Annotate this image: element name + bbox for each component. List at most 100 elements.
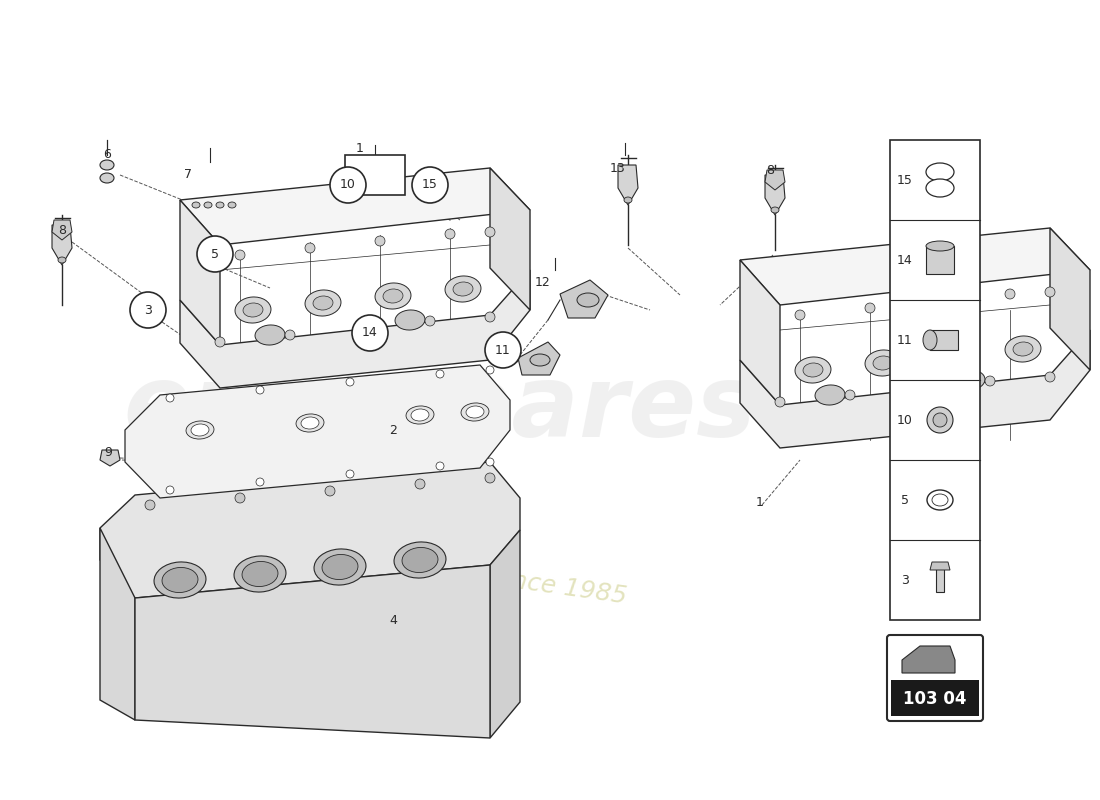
Ellipse shape [58, 257, 66, 263]
Text: 6: 6 [103, 149, 111, 162]
Polygon shape [100, 528, 135, 720]
FancyBboxPatch shape [887, 635, 983, 721]
Polygon shape [180, 168, 530, 245]
Text: 11: 11 [898, 334, 913, 346]
Ellipse shape [204, 202, 212, 208]
Polygon shape [345, 155, 405, 195]
Circle shape [166, 394, 174, 402]
Text: 2: 2 [389, 423, 397, 437]
Text: 10: 10 [340, 178, 356, 191]
Circle shape [412, 167, 448, 203]
Polygon shape [125, 365, 510, 498]
Circle shape [485, 473, 495, 483]
Bar [891, 680, 979, 716]
Text: 15: 15 [422, 178, 438, 191]
Text: 1: 1 [756, 495, 763, 509]
Circle shape [256, 386, 264, 394]
Ellipse shape [932, 494, 948, 506]
Polygon shape [490, 168, 530, 310]
Ellipse shape [453, 282, 473, 296]
Circle shape [486, 366, 494, 374]
Ellipse shape [394, 542, 446, 578]
Ellipse shape [795, 357, 830, 383]
Polygon shape [100, 450, 120, 466]
Text: 1: 1 [356, 142, 364, 154]
Polygon shape [490, 530, 520, 738]
Polygon shape [618, 165, 638, 205]
Polygon shape [740, 228, 1090, 305]
Text: eurospares: eurospares [123, 362, 757, 458]
Circle shape [415, 479, 425, 489]
Circle shape [256, 478, 264, 486]
Text: a passion for parts since 1985: a passion for parts since 1985 [251, 532, 629, 608]
Text: 3: 3 [144, 303, 152, 317]
Text: 8: 8 [58, 223, 66, 237]
Ellipse shape [933, 413, 947, 427]
Text: 14: 14 [898, 254, 913, 266]
Polygon shape [902, 646, 955, 673]
Polygon shape [764, 170, 785, 190]
Polygon shape [52, 225, 72, 265]
Circle shape [485, 332, 521, 368]
Ellipse shape [466, 406, 484, 418]
Ellipse shape [771, 207, 779, 213]
Ellipse shape [100, 173, 114, 183]
Circle shape [436, 462, 444, 470]
Circle shape [130, 292, 166, 328]
Circle shape [166, 486, 174, 494]
Circle shape [352, 315, 388, 351]
Polygon shape [764, 175, 785, 215]
Circle shape [485, 312, 495, 322]
Ellipse shape [216, 202, 224, 208]
Circle shape [485, 227, 495, 237]
Ellipse shape [803, 363, 823, 377]
Ellipse shape [314, 549, 366, 585]
Ellipse shape [375, 283, 411, 309]
Text: 8: 8 [766, 163, 774, 177]
Circle shape [845, 390, 855, 400]
Polygon shape [560, 280, 608, 318]
Ellipse shape [243, 303, 263, 317]
Ellipse shape [162, 567, 198, 593]
Ellipse shape [446, 276, 481, 302]
Text: 11: 11 [495, 343, 510, 357]
Circle shape [984, 376, 996, 386]
Polygon shape [926, 246, 954, 274]
Circle shape [355, 323, 365, 333]
Ellipse shape [192, 202, 200, 208]
Ellipse shape [1005, 336, 1041, 362]
Circle shape [1045, 287, 1055, 297]
Ellipse shape [395, 310, 425, 330]
Ellipse shape [530, 354, 550, 366]
Ellipse shape [873, 356, 893, 370]
Circle shape [935, 296, 945, 306]
Text: 13: 13 [610, 162, 626, 174]
Polygon shape [100, 462, 520, 598]
Ellipse shape [100, 160, 114, 170]
Ellipse shape [235, 297, 271, 323]
Polygon shape [1050, 228, 1090, 370]
Ellipse shape [923, 330, 937, 350]
Ellipse shape [322, 554, 358, 579]
Polygon shape [135, 565, 490, 738]
Polygon shape [180, 270, 530, 388]
Ellipse shape [926, 241, 954, 251]
Circle shape [235, 250, 245, 260]
Polygon shape [740, 330, 1090, 448]
Ellipse shape [927, 490, 953, 510]
Ellipse shape [1013, 342, 1033, 356]
Ellipse shape [255, 325, 285, 345]
Circle shape [1045, 372, 1055, 382]
Ellipse shape [186, 421, 214, 439]
Circle shape [795, 310, 805, 320]
Ellipse shape [865, 350, 901, 376]
Text: 103 04: 103 04 [903, 690, 967, 708]
Text: 3: 3 [901, 574, 909, 586]
Ellipse shape [154, 562, 206, 598]
Ellipse shape [234, 556, 286, 592]
Ellipse shape [815, 385, 845, 405]
Text: 14: 14 [362, 326, 378, 339]
Ellipse shape [191, 424, 209, 436]
Ellipse shape [935, 343, 971, 369]
Polygon shape [936, 566, 944, 592]
